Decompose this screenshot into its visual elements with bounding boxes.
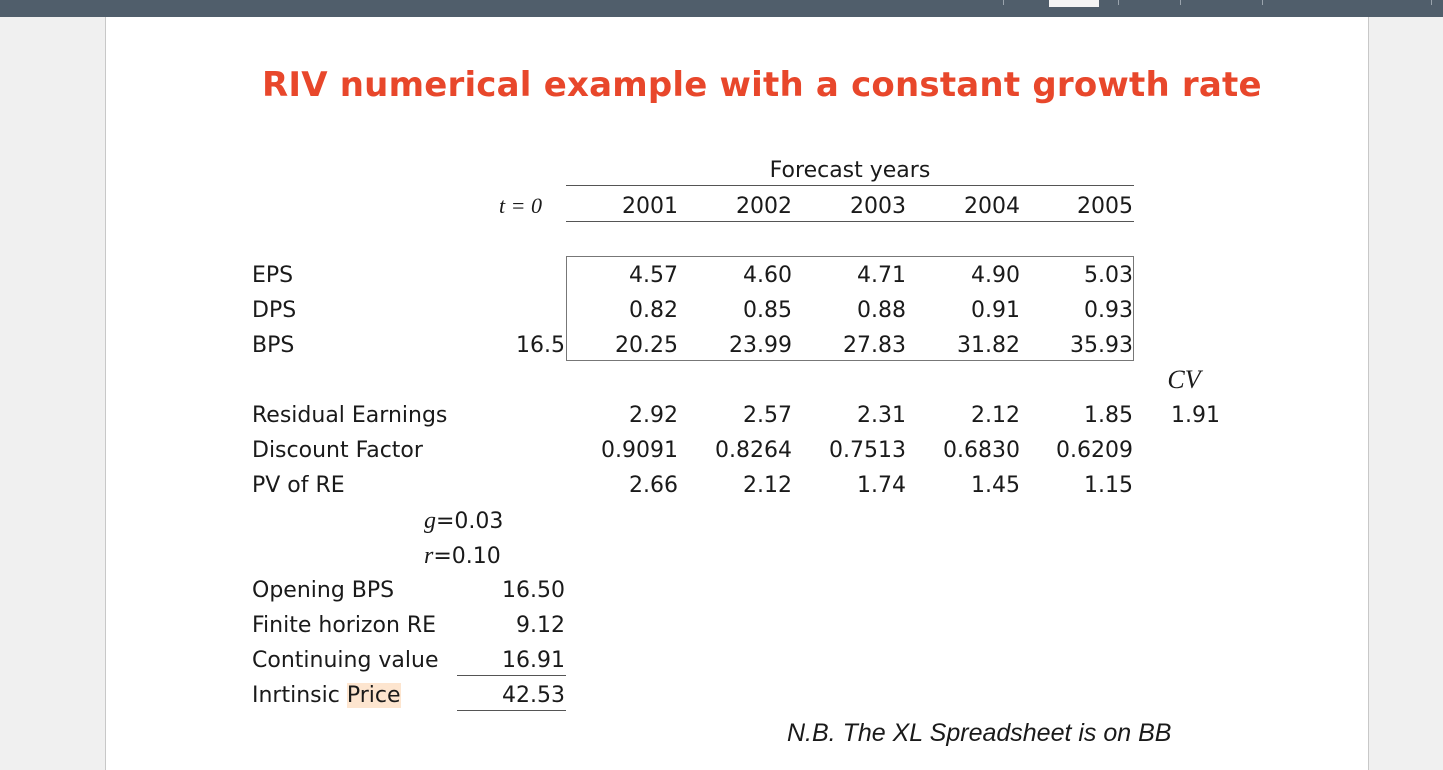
finite-horizon-re-label: Finite horizon RE [252, 613, 437, 638]
bps-cell: 35.93 [1070, 333, 1133, 358]
re-cell: 2.31 [857, 403, 906, 428]
bps-cell: 31.82 [957, 333, 1020, 358]
eps-cell: 4.57 [629, 263, 678, 288]
discount-rate-param: r=0.10 [424, 542, 501, 571]
eps-cell: 5.03 [1084, 263, 1133, 288]
df-cell: 0.7513 [829, 438, 906, 463]
g-value: =0.03 [436, 509, 504, 534]
dps-cell: 0.82 [629, 298, 678, 323]
viewer-toolbar [0, 0, 1443, 17]
r-value: =0.10 [433, 544, 501, 569]
year-header: 2002 [736, 194, 792, 219]
finite-horizon-re-value: 9.12 [516, 613, 565, 638]
intrinsic-price-label: Inrtinsic Price [252, 682, 401, 710]
intrinsic-price-value: 42.53 [502, 683, 565, 708]
page-number-box[interactable] [1049, 0, 1099, 7]
df-cell: 0.6209 [1056, 438, 1133, 463]
bps-t0-cell: 16.5 [516, 333, 565, 358]
eps-cell: 4.90 [971, 263, 1020, 288]
re-cell: 2.12 [971, 403, 1020, 428]
toolbar-separator [1180, 0, 1181, 5]
dps-cell: 0.85 [743, 298, 792, 323]
pv-cell: 1.45 [971, 473, 1020, 498]
year-header: 2001 [622, 194, 678, 219]
cv-value: 1.91 [1171, 403, 1220, 428]
pv-cell: 2.12 [743, 473, 792, 498]
toolbar-separator [1262, 0, 1263, 5]
row-label-residual-earnings: Residual Earnings [252, 403, 448, 428]
row-label-dps: DPS [252, 298, 297, 323]
bps-cell: 23.99 [729, 333, 792, 358]
header-underline [566, 221, 1134, 222]
growth-rate-param: g=0.03 [424, 507, 503, 536]
r-symbol: r [424, 543, 434, 569]
eps-cell: 4.60 [743, 263, 792, 288]
row-label-eps: EPS [252, 263, 294, 288]
highlighted-word: Price [346, 683, 401, 708]
intrinsic-label-text: Inrtinsic [252, 683, 347, 708]
header-rule [566, 185, 1134, 186]
pv-cell: 1.74 [857, 473, 906, 498]
dps-cell: 0.91 [971, 298, 1020, 323]
forecast-years-header: Forecast years [769, 158, 931, 183]
opening-bps-label: Opening BPS [252, 578, 395, 603]
df-cell: 0.6830 [943, 438, 1020, 463]
year-header: 2005 [1077, 194, 1133, 219]
year-header: 2004 [964, 194, 1020, 219]
continuing-value-value: 16.91 [502, 648, 565, 673]
pv-cell: 2.66 [629, 473, 678, 498]
pv-cell: 1.15 [1084, 473, 1133, 498]
slide-title: RIV numerical example with a constant gr… [262, 65, 1262, 105]
opening-bps-value: 16.50 [502, 578, 565, 603]
toolbar-separator [1003, 0, 1004, 5]
total-rule [457, 710, 566, 711]
row-label-bps: BPS [252, 333, 295, 358]
footnote: N.B. The XL Spreadsheet is on BB [787, 719, 1172, 747]
eps-cell: 4.71 [857, 263, 906, 288]
row-label-pv-of-re: PV of RE [252, 473, 345, 498]
dps-cell: 0.93 [1084, 298, 1133, 323]
sum-rule [457, 675, 566, 676]
df-cell: 0.8264 [715, 438, 792, 463]
g-symbol: g [424, 508, 436, 534]
re-cell: 2.57 [743, 403, 792, 428]
forecast-data-box [566, 256, 1134, 361]
row-label-discount-factor: Discount Factor [252, 438, 423, 463]
continuing-value-label: Continuing value [252, 648, 439, 673]
toolbar-separator [1118, 0, 1119, 5]
toolbar-separator [1431, 0, 1432, 5]
year-header: 2003 [850, 194, 906, 219]
cv-header: CV [1167, 365, 1201, 394]
re-cell: 1.85 [1084, 403, 1133, 428]
df-cell: 0.9091 [601, 438, 678, 463]
dps-cell: 0.88 [857, 298, 906, 323]
t0-label: t = 0 [499, 193, 542, 218]
bps-cell: 20.25 [615, 333, 678, 358]
slide-page [105, 17, 1369, 770]
re-cell: 2.92 [629, 403, 678, 428]
bps-cell: 27.83 [843, 333, 906, 358]
